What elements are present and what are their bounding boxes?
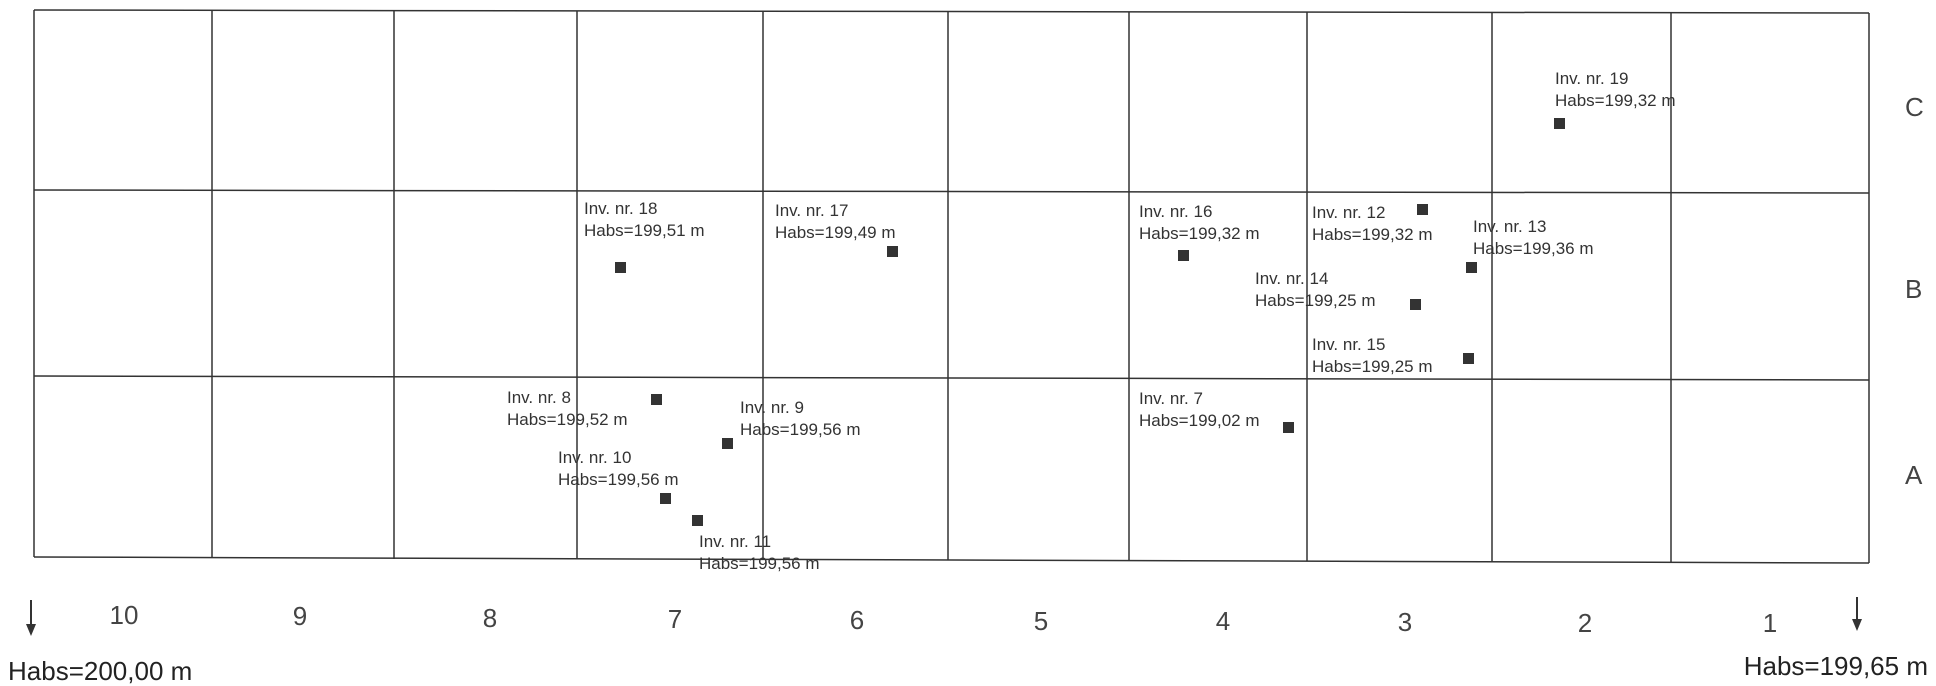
find-inv-label: Inv. nr. 16 (1139, 202, 1212, 221)
find-8: Inv. nr. 8 Habs=199,52 m (507, 388, 662, 429)
find-15: Inv. nr. 15 Habs=199,25 m (1312, 335, 1474, 376)
find-height-label: Habs=199,36 m (1473, 239, 1594, 258)
find-7: Inv. nr. 7 Habs=199,02 m (1139, 389, 1294, 433)
find-marker (1466, 262, 1477, 273)
find-height-label: Habs=199,02 m (1139, 411, 1260, 430)
find-marker (1410, 299, 1421, 310)
grid-line-b-a (33, 375, 1870, 381)
find-marker (660, 493, 671, 504)
grid-line-top (33, 9, 1870, 14)
find-14: Inv. nr. 14 Habs=199,25 m (1255, 269, 1421, 310)
find-inv-label: Inv. nr. 7 (1139, 389, 1203, 408)
grid-line-bottom (33, 556, 1870, 564)
column-label-9: 9 (293, 601, 307, 631)
find-inv-label: Inv. nr. 17 (775, 201, 848, 220)
grid-line-c-b (33, 189, 1870, 194)
find-10: Inv. nr. 10 Habs=199,56 m (558, 448, 679, 504)
find-inv-label: Inv. nr. 13 (1473, 217, 1546, 236)
find-marker (1554, 118, 1565, 129)
find-height-label: Habs=199,32 m (1139, 224, 1260, 243)
finds: Inv. nr. 19 Habs=199,32 m Inv. nr. 18 Ha… (507, 69, 1676, 573)
find-inv-label: Inv. nr. 14 (1255, 269, 1328, 288)
row-label-c: C (1905, 92, 1924, 122)
find-height-label: Habs=199,52 m (507, 410, 628, 429)
find-height-label: Habs=199,56 m (558, 470, 679, 489)
left-reference: Habs=200,00 m (8, 600, 192, 686)
find-marker (1178, 250, 1189, 261)
column-label-4: 4 (1216, 606, 1230, 636)
down-arrow-icon (26, 600, 36, 636)
find-marker (1283, 422, 1294, 433)
row-label-b: B (1905, 274, 1922, 304)
find-inv-label: Inv. nr. 11 (699, 532, 771, 551)
column-label-2: 2 (1578, 608, 1592, 638)
find-height-label: Habs=199,32 m (1312, 225, 1433, 244)
find-19: Inv. nr. 19 Habs=199,32 m (1554, 69, 1676, 129)
find-18: Inv. nr. 18 Habs=199,51 m (584, 199, 705, 273)
find-inv-label: Inv. nr. 18 (584, 199, 657, 218)
find-height-label: Habs=199,25 m (1255, 291, 1376, 310)
find-height-label: Habs=199,56 m (740, 420, 861, 439)
column-label-10: 10 (110, 600, 139, 630)
find-inv-label: Inv. nr. 19 (1555, 69, 1628, 88)
column-label-5: 5 (1034, 606, 1048, 636)
down-arrow-icon (1852, 597, 1862, 631)
right-reference: Habs=199,65 m (1744, 597, 1928, 681)
find-marker (615, 262, 626, 273)
find-marker (692, 515, 703, 526)
find-17: Inv. nr. 17 Habs=199,49 m (775, 201, 898, 257)
find-height-label: Habs=199,32 m (1555, 91, 1676, 110)
find-marker (651, 394, 662, 405)
find-13: Inv. nr. 13 Habs=199,36 m (1466, 217, 1594, 273)
find-inv-label: Inv. nr. 15 (1312, 335, 1385, 354)
find-height-label: Habs=199,25 m (1312, 357, 1433, 376)
find-height-label: Habs=199,49 m (775, 223, 896, 242)
find-11: Inv. nr. 11 Habs=199,56 m (692, 515, 820, 573)
find-marker (887, 246, 898, 257)
find-marker (722, 438, 733, 449)
find-height-label: Habs=199,51 m (584, 221, 705, 240)
column-label-8: 8 (483, 603, 497, 633)
find-inv-label: Inv. nr. 10 (558, 448, 631, 467)
find-12: Inv. nr. 12 Habs=199,32 m (1312, 203, 1433, 244)
column-label-3: 3 (1398, 607, 1412, 637)
find-marker (1463, 353, 1474, 364)
find-marker (1417, 204, 1428, 215)
find-16: Inv. nr. 16 Habs=199,32 m (1139, 202, 1260, 261)
find-inv-label: Inv. nr. 8 (507, 388, 571, 407)
column-label-7: 7 (668, 604, 682, 634)
find-inv-label: Inv. nr. 12 (1312, 203, 1385, 222)
find-inv-label: Inv. nr. 9 (740, 398, 804, 417)
grid (33, 9, 1870, 564)
column-labels: 10 9 8 7 6 5 4 3 2 1 (110, 600, 1778, 638)
column-label-6: 6 (850, 605, 864, 635)
left-reference-height: Habs=200,00 m (8, 656, 192, 686)
find-height-label: Habs=199,56 m (699, 554, 820, 573)
row-label-a: A (1905, 460, 1923, 490)
find-9: Inv. nr. 9 Habs=199,56 m (722, 398, 861, 449)
row-labels: C B A (1905, 92, 1924, 490)
right-reference-height: Habs=199,65 m (1744, 651, 1928, 681)
column-label-1: 1 (1763, 608, 1777, 638)
